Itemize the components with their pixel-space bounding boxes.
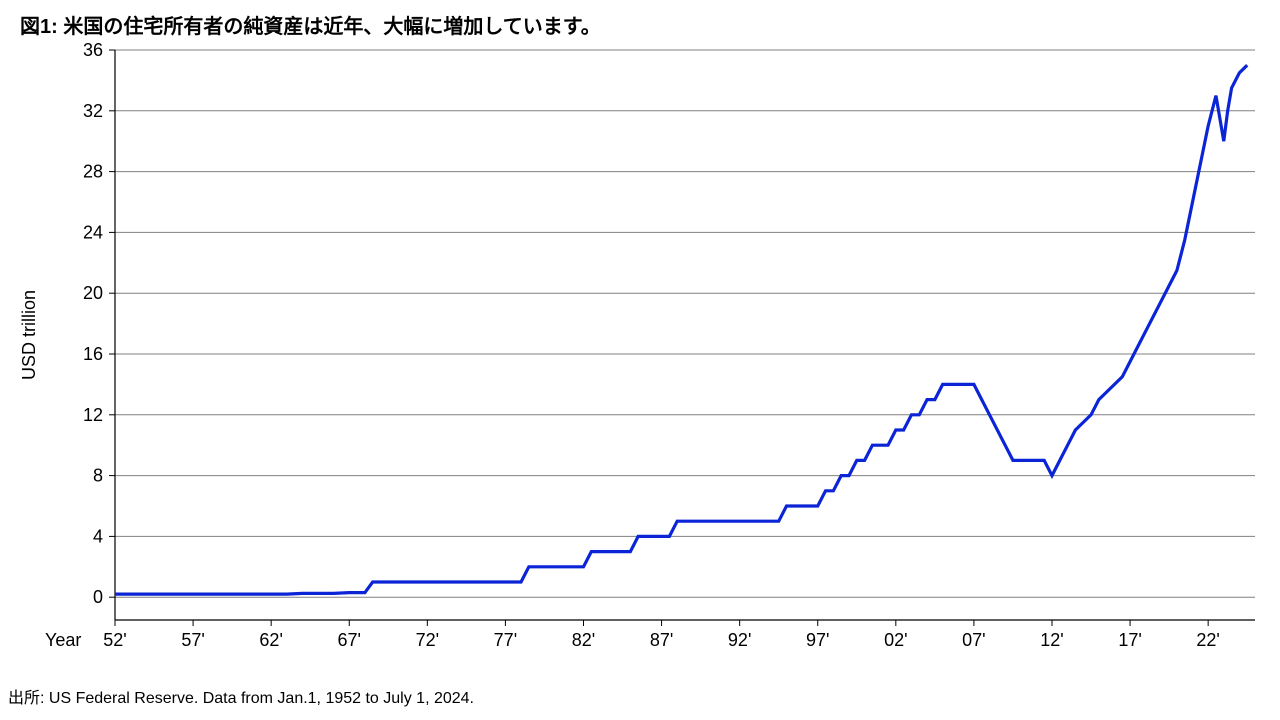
x-tick-label: 67'	[338, 630, 361, 650]
y-tick-label: 20	[83, 283, 103, 303]
x-tick-label: 77'	[494, 630, 517, 650]
y-tick-label: 8	[93, 466, 103, 486]
x-tick-label: 72'	[416, 630, 439, 650]
x-tick-label: 52'	[103, 630, 126, 650]
chart-container: 0 4 8 12 16 20 24 28 32 36 52' 57' 62' 67' 72' 77' 82' 87…	[0, 40, 1280, 680]
chart-title: 図1: 米国の住宅所有者の純資産は近年、大幅に増加しています。	[20, 10, 601, 39]
plot-bg	[0, 40, 1280, 680]
x-tick-label: 02'	[884, 630, 907, 650]
x-tick-label: 57'	[181, 630, 204, 650]
y-tick-label: 36	[83, 40, 103, 60]
x-tick-label: 12'	[1040, 630, 1063, 650]
x-tick-label: 87'	[650, 630, 673, 650]
y-tick-label: 16	[83, 344, 103, 364]
y-axis-label: USD trillion	[19, 290, 39, 380]
x-tick-label: 07'	[962, 630, 985, 650]
x-tick-label: 82'	[572, 630, 595, 650]
x-tick-label: 92'	[728, 630, 751, 650]
y-tick-label: 12	[83, 405, 103, 425]
y-tick-label: 4	[93, 526, 103, 546]
line-chart: 0 4 8 12 16 20 24 28 32 36 52' 57' 62' 67' 72' 77' 82' 87…	[0, 40, 1280, 680]
chart-source: 出所: US Federal Reserve. Data from Jan.1,…	[8, 684, 474, 708]
y-tick-label: 32	[83, 101, 103, 121]
x-tick-label: 17'	[1118, 630, 1141, 650]
y-tick-label: 28	[83, 162, 103, 182]
y-tick-label: 0	[93, 587, 103, 607]
y-tick-label: 24	[83, 222, 103, 242]
x-tick-label: 22'	[1196, 630, 1219, 650]
x-axis-label: Year	[45, 630, 81, 650]
x-tick-label: 62'	[259, 630, 282, 650]
x-tick-label: 97'	[806, 630, 829, 650]
